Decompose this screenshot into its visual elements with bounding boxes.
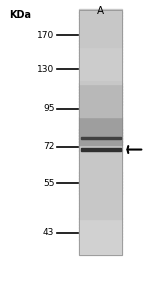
Bar [79,19,122,22]
Bar [79,80,122,84]
Bar [79,98,122,102]
Bar [79,68,122,71]
Text: 72: 72 [43,142,54,151]
Text: 55: 55 [43,179,54,188]
Bar [79,138,122,142]
Bar [79,40,122,44]
Bar [79,95,122,99]
Bar [79,89,122,93]
Bar [79,86,122,90]
Text: 43: 43 [43,228,54,237]
Bar [79,126,122,130]
Bar [79,209,122,212]
Text: 95: 95 [43,104,54,113]
Bar [79,200,122,203]
Bar [79,28,122,31]
Bar [79,215,122,219]
Bar [79,132,122,136]
Bar [79,184,122,188]
Bar [79,144,122,148]
Bar [79,233,122,237]
Bar [79,169,122,172]
Bar [79,15,122,19]
Bar [79,224,122,228]
Bar [79,187,122,191]
Bar [81,137,121,139]
Bar [79,83,122,87]
Bar [79,166,122,170]
Bar [79,172,122,176]
Bar [79,246,122,249]
Bar [79,175,122,179]
Text: 170: 170 [37,31,54,40]
Bar [79,212,122,215]
Bar [79,34,122,38]
Bar [79,49,122,53]
Bar [79,160,122,163]
Bar [79,243,122,246]
Bar [79,239,122,243]
Bar [79,107,122,111]
Bar [79,114,122,117]
Bar [79,237,122,240]
Bar [79,141,122,145]
Bar [79,117,122,120]
Bar [79,194,122,197]
Bar [79,249,122,252]
Bar [79,252,122,255]
Bar [79,135,122,139]
Text: 130: 130 [37,65,54,74]
Bar [79,10,122,255]
Bar [79,203,122,206]
Text: KDa: KDa [9,10,31,20]
Bar [79,43,122,47]
Bar [79,55,122,59]
Bar [79,64,122,68]
Bar [79,9,122,13]
Bar [79,221,122,225]
Bar [79,25,122,28]
Bar [79,230,122,234]
Bar [79,111,122,114]
Bar [79,37,122,40]
Bar [79,52,122,56]
Bar [79,123,122,127]
Bar [79,74,122,77]
Bar [79,150,122,154]
Bar [79,181,122,185]
Bar [79,101,122,105]
Bar [79,227,122,231]
Bar [79,197,122,200]
Bar [79,71,122,74]
Bar [79,22,122,25]
Text: A: A [97,6,104,16]
Bar [79,206,122,209]
Bar [79,147,122,151]
Bar [79,46,122,50]
Bar [79,120,122,123]
Bar [79,62,122,65]
Bar [79,104,122,108]
Bar [79,92,122,96]
Bar [81,148,121,151]
Bar [79,157,122,160]
Bar [79,129,122,133]
Bar [79,77,122,80]
Bar [79,154,122,157]
Bar [79,163,122,166]
Bar [79,190,122,194]
Bar [79,12,122,16]
Bar [79,178,122,182]
Bar [79,31,122,34]
Bar [79,58,122,62]
Bar [79,218,122,222]
